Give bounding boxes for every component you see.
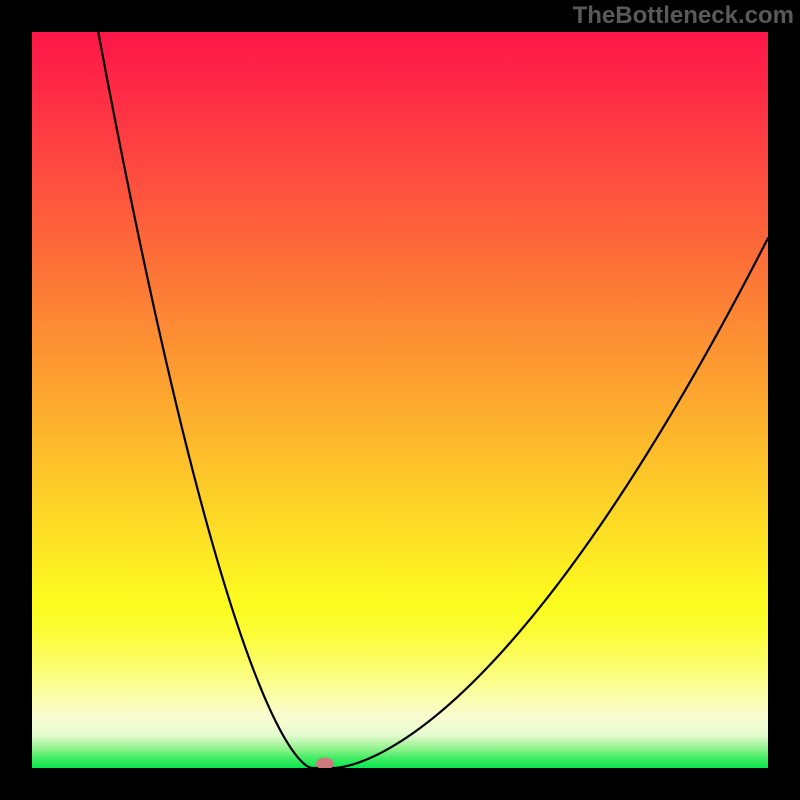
bottleneck-chart-svg bbox=[32, 32, 768, 768]
chart-container bbox=[32, 32, 768, 768]
watermark-text: TheBottleneck.com bbox=[573, 2, 794, 30]
chart-background bbox=[32, 32, 768, 768]
